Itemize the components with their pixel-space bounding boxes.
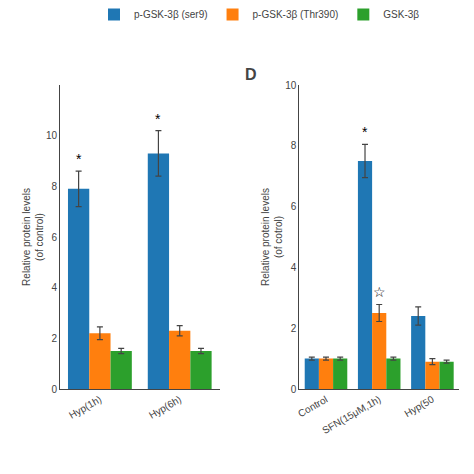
svg-text:*: * (362, 124, 368, 140)
svg-text:Hyp(6h): Hyp(6h) (147, 394, 183, 421)
svg-text:Control: Control (296, 394, 329, 420)
svg-text:Hyp(50: Hyp(50 (402, 393, 436, 419)
svg-text:D: D (245, 66, 257, 83)
svg-text:10: 10 (285, 80, 297, 91)
svg-text:8: 8 (51, 181, 57, 192)
svg-text:*: * (155, 111, 161, 127)
svg-text:4: 4 (291, 262, 297, 273)
svg-text:4: 4 (51, 282, 57, 293)
svg-text:6: 6 (291, 201, 297, 212)
svg-text:8: 8 (291, 140, 297, 151)
svg-text:Relative protein levels(of con: Relative protein levels(of control) (21, 188, 45, 286)
svg-text:☆: ☆ (373, 284, 386, 300)
svg-text:GSK-3β: GSK-3β (383, 9, 419, 20)
svg-text:0: 0 (291, 384, 297, 395)
svg-text:SFN(15μM,1h): SFN(15μM,1h) (320, 394, 382, 436)
svg-text:2: 2 (291, 323, 297, 334)
svg-text:*: * (76, 151, 82, 167)
svg-text:2: 2 (51, 333, 57, 344)
svg-text:0: 0 (51, 384, 57, 395)
svg-text:10: 10 (46, 130, 58, 141)
svg-text:p-GSK-3β (ser9): p-GSK-3β (ser9) (134, 9, 208, 20)
svg-text:p-GSK-3β (Thr390): p-GSK-3β (Thr390) (253, 9, 339, 20)
svg-text:Relative protein levels(of cot: Relative protein levels(of cotrol) (260, 188, 284, 286)
svg-text:Hyp(1h): Hyp(1h) (67, 394, 103, 421)
svg-text:6: 6 (51, 232, 57, 243)
